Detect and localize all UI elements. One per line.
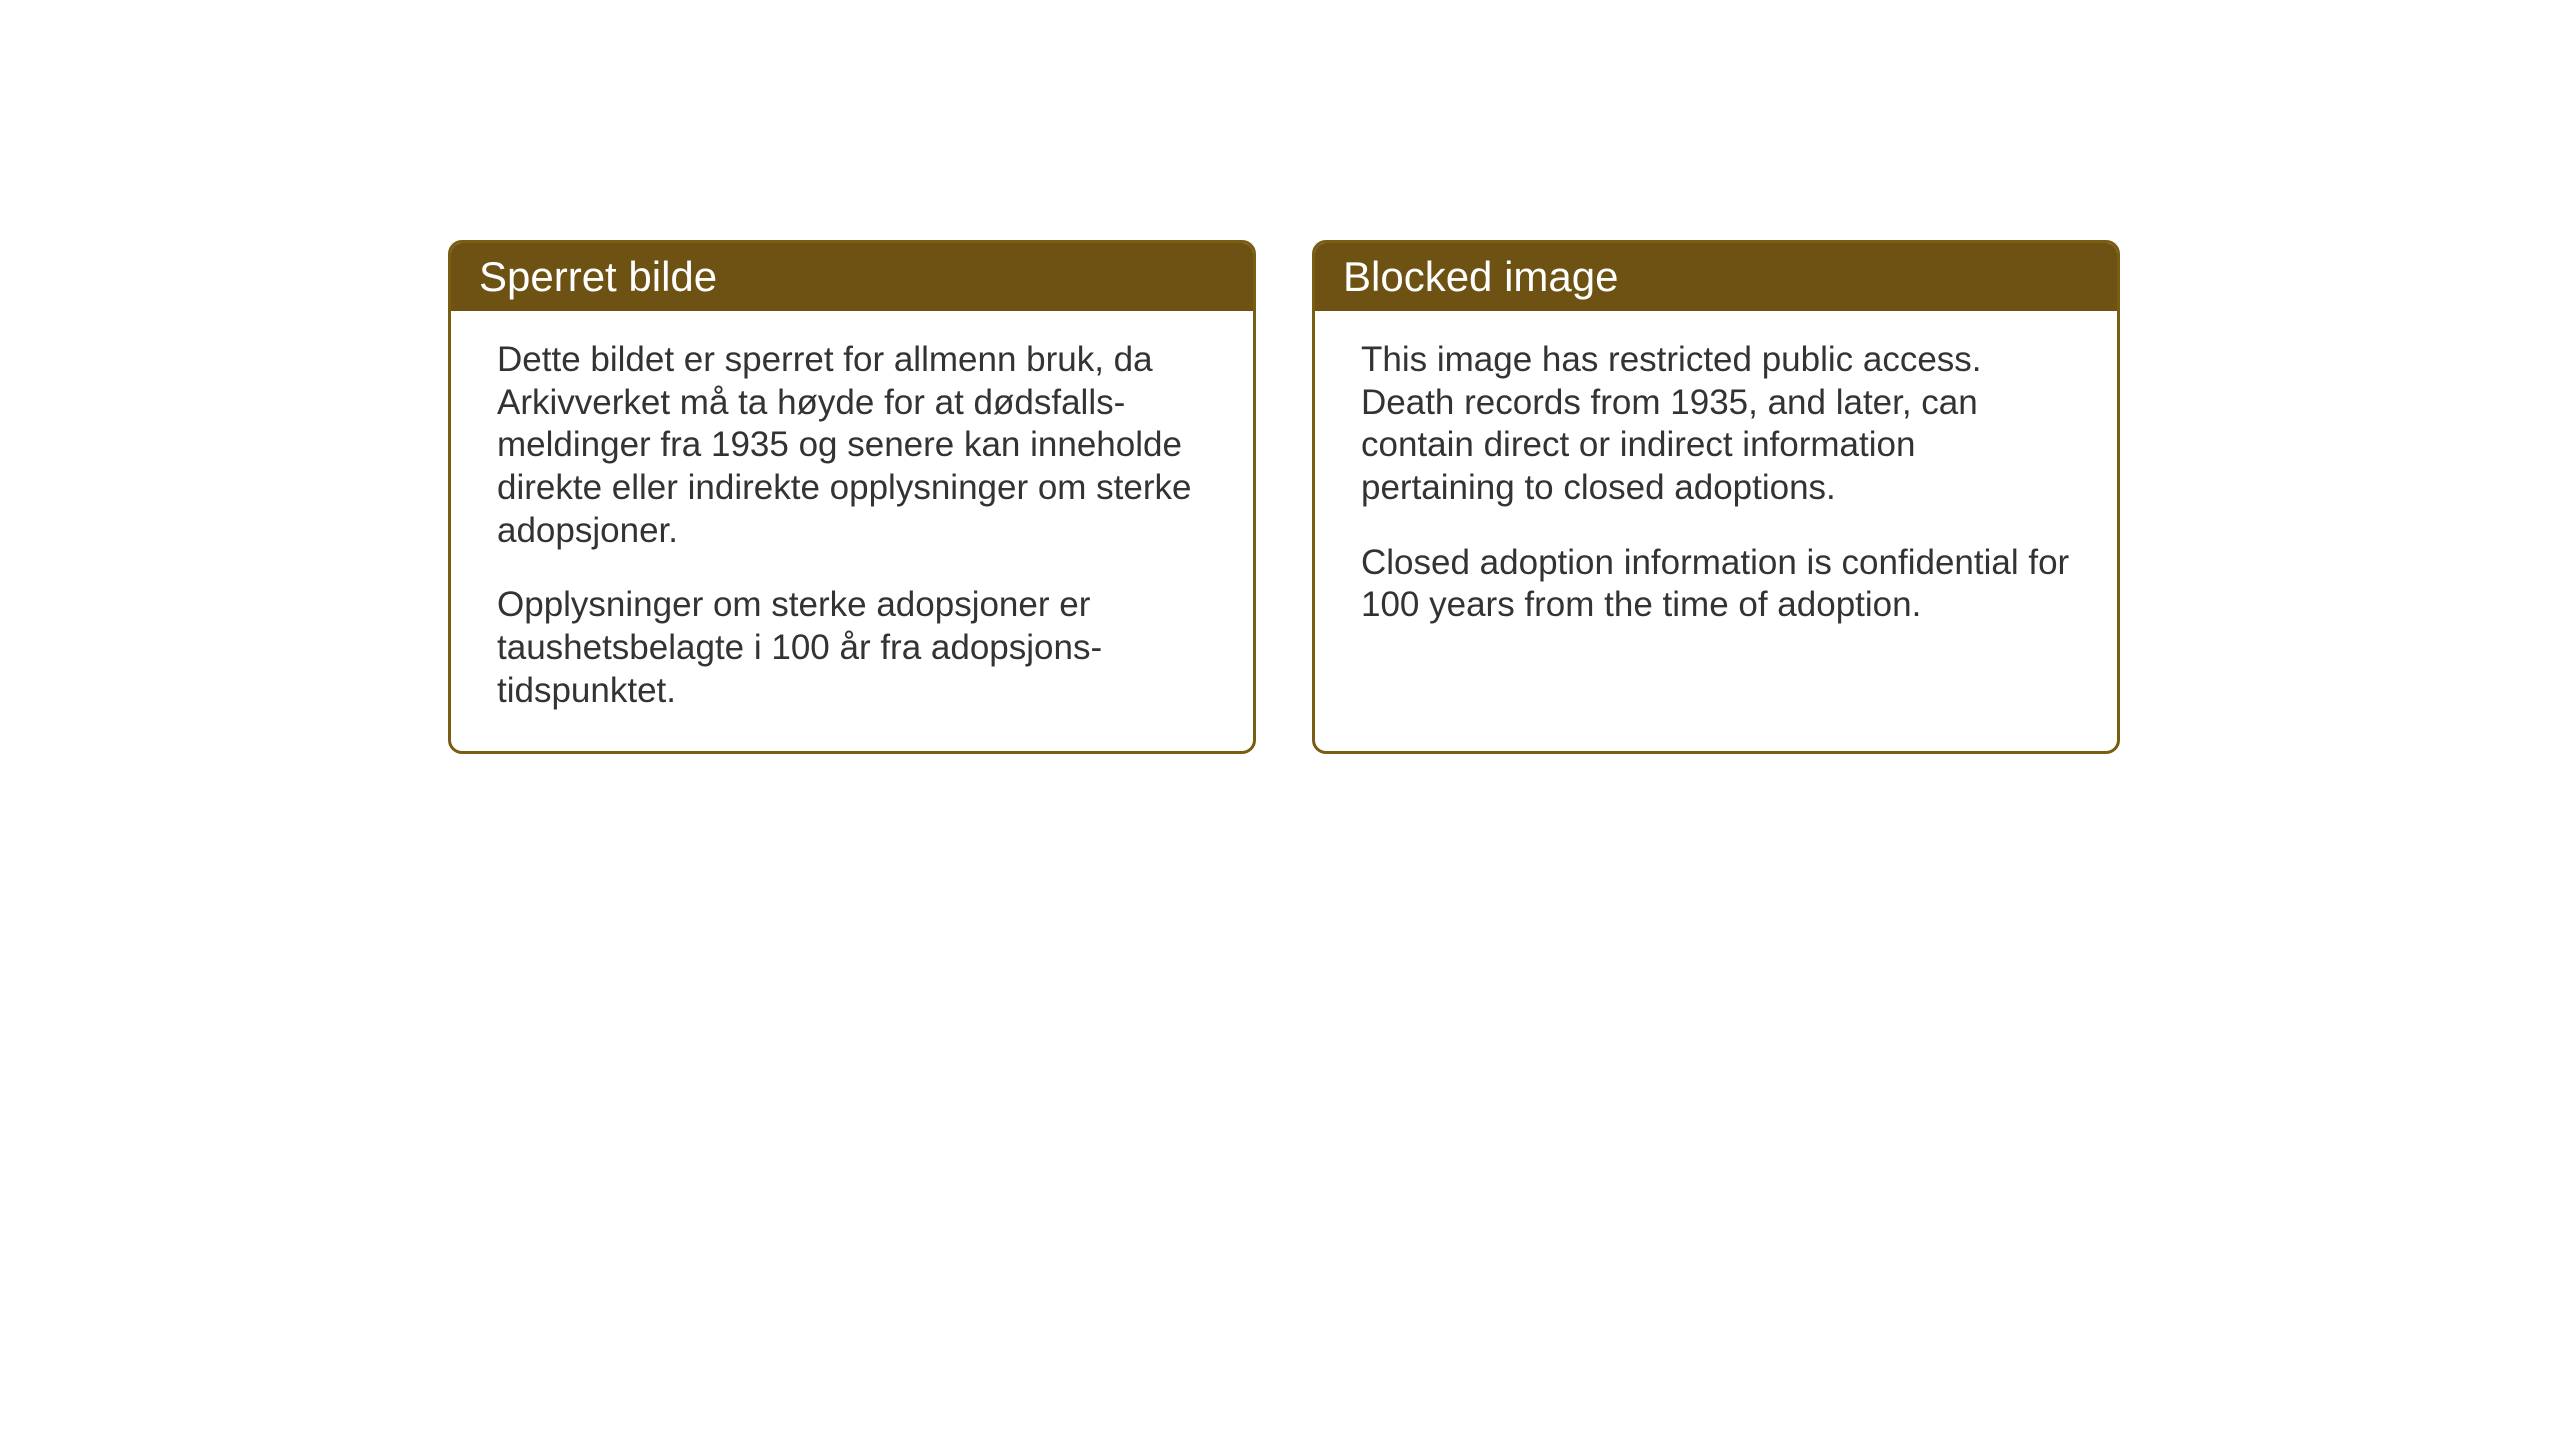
notice-card-norwegian: Sperret bilde Dette bildet er sperret fo… <box>448 240 1256 754</box>
card-paragraph-1-norwegian: Dette bildet er sperret for allmenn bruk… <box>497 339 1207 552</box>
card-body-norwegian: Dette bildet er sperret for allmenn bruk… <box>451 311 1253 751</box>
card-paragraph-1-english: This image has restricted public access.… <box>1361 339 2071 510</box>
card-body-english: This image has restricted public access.… <box>1315 311 2117 751</box>
card-paragraph-2-norwegian: Opplysninger om sterke adopsjoner er tau… <box>497 584 1207 712</box>
card-header-english: Blocked image <box>1315 243 2117 311</box>
notice-card-english: Blocked image This image has restricted … <box>1312 240 2120 754</box>
notice-container: Sperret bilde Dette bildet er sperret fo… <box>0 0 2560 754</box>
card-title-norwegian: Sperret bilde <box>479 253 717 300</box>
card-paragraph-2-english: Closed adoption information is confident… <box>1361 542 2071 627</box>
card-title-english: Blocked image <box>1343 253 1618 300</box>
card-header-norwegian: Sperret bilde <box>451 243 1253 311</box>
